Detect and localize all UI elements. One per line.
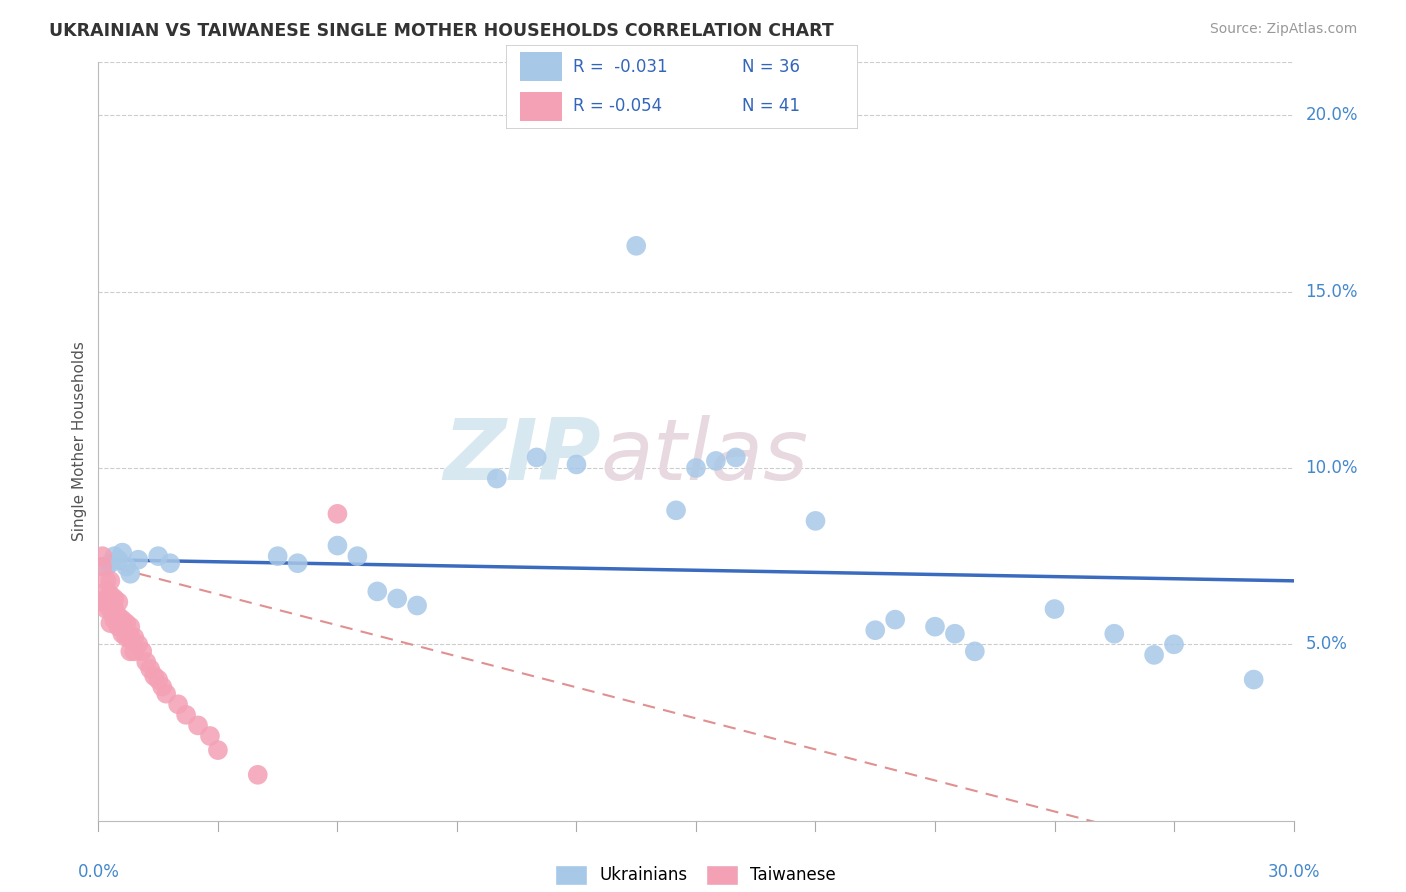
Point — [884, 613, 907, 627]
Point — [207, 743, 229, 757]
Point — [96, 559, 118, 574]
Point — [107, 552, 129, 566]
Point — [385, 591, 409, 606]
Point — [246, 768, 269, 782]
Point — [98, 556, 122, 570]
Point — [1043, 602, 1066, 616]
Text: N = 36: N = 36 — [742, 58, 800, 76]
Point — [111, 626, 134, 640]
Point — [626, 239, 648, 253]
Point — [1243, 673, 1265, 687]
Point — [103, 613, 125, 627]
Point — [120, 644, 142, 658]
Point — [346, 549, 368, 563]
Text: Source: ZipAtlas.com: Source: ZipAtlas.com — [1209, 22, 1357, 37]
Legend: Ukrainians, Taiwanese: Ukrainians, Taiwanese — [555, 865, 837, 884]
Point — [804, 514, 827, 528]
Point — [704, 454, 727, 468]
Text: 30.0%: 30.0% — [1267, 863, 1320, 881]
Point — [127, 552, 149, 566]
Text: N = 41: N = 41 — [742, 97, 800, 115]
Point — [124, 630, 146, 644]
Point — [96, 591, 118, 606]
Point — [96, 584, 118, 599]
Point — [685, 461, 707, 475]
Point — [724, 450, 747, 465]
Point — [120, 620, 142, 634]
Point — [115, 616, 138, 631]
Text: 5.0%: 5.0% — [1306, 635, 1347, 653]
Point — [98, 574, 122, 588]
Point — [91, 559, 114, 574]
FancyBboxPatch shape — [520, 53, 562, 81]
Point — [127, 637, 149, 651]
Point — [103, 591, 125, 606]
Point — [366, 584, 388, 599]
Point — [150, 680, 173, 694]
Point — [98, 602, 122, 616]
Point — [91, 595, 114, 609]
Point — [91, 549, 114, 563]
Point — [406, 599, 429, 613]
Point — [865, 624, 887, 638]
Point — [526, 450, 548, 465]
Text: 10.0%: 10.0% — [1306, 459, 1358, 477]
Point — [111, 546, 134, 560]
Point — [103, 602, 125, 616]
Text: 20.0%: 20.0% — [1306, 106, 1358, 124]
Point — [148, 673, 170, 687]
FancyBboxPatch shape — [506, 45, 858, 129]
Point — [148, 549, 170, 563]
Text: ZIP: ZIP — [443, 415, 600, 499]
Point — [107, 620, 129, 634]
Point — [174, 707, 197, 722]
Point — [963, 644, 986, 658]
Text: UKRAINIAN VS TAIWANESE SINGLE MOTHER HOUSEHOLDS CORRELATION CHART: UKRAINIAN VS TAIWANESE SINGLE MOTHER HOU… — [49, 22, 834, 40]
Point — [155, 687, 177, 701]
Point — [187, 718, 209, 732]
Point — [267, 549, 290, 563]
Point — [139, 662, 162, 676]
Point — [198, 729, 221, 743]
Point — [131, 644, 153, 658]
Point — [107, 609, 129, 624]
Point — [1163, 637, 1185, 651]
Point — [1104, 626, 1126, 640]
Point — [326, 539, 349, 553]
FancyBboxPatch shape — [520, 92, 562, 120]
Point — [96, 574, 118, 588]
Point — [485, 472, 508, 486]
Point — [124, 644, 146, 658]
Point — [96, 602, 118, 616]
Point — [115, 559, 138, 574]
Point — [1143, 648, 1166, 662]
Point — [924, 620, 946, 634]
Point — [287, 556, 309, 570]
Point — [943, 626, 966, 640]
Text: R = -0.054: R = -0.054 — [574, 97, 662, 115]
Point — [143, 669, 166, 683]
Text: 15.0%: 15.0% — [1306, 283, 1358, 301]
Point — [159, 556, 181, 570]
Point — [326, 507, 349, 521]
Point — [111, 613, 134, 627]
Point — [120, 566, 142, 581]
Point — [120, 630, 142, 644]
Point — [565, 458, 588, 472]
Point — [107, 595, 129, 609]
Text: atlas: atlas — [600, 415, 808, 499]
Text: R =  -0.031: R = -0.031 — [574, 58, 668, 76]
Point — [98, 616, 122, 631]
Y-axis label: Single Mother Households: Single Mother Households — [72, 342, 87, 541]
Point — [665, 503, 688, 517]
Point — [115, 630, 138, 644]
Point — [135, 655, 157, 669]
Point — [167, 698, 190, 712]
Point — [98, 588, 122, 602]
Point — [103, 549, 125, 563]
Text: 0.0%: 0.0% — [77, 863, 120, 881]
